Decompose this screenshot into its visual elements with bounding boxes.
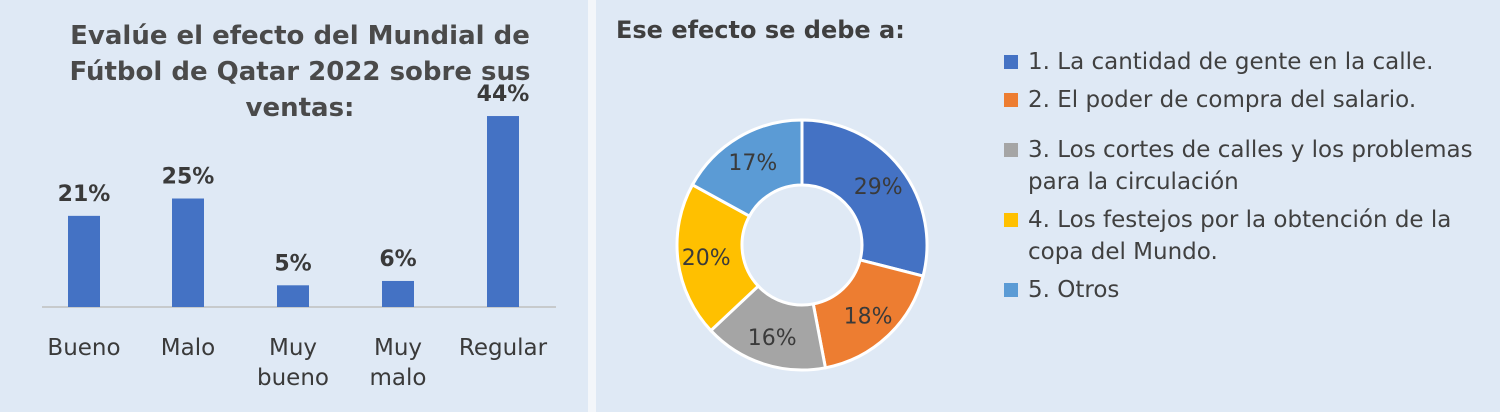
bar-chart-title-line: ventas: — [245, 93, 355, 123]
legend-swatch — [1004, 283, 1018, 297]
legend-label: 2. El poder de compra del salario. — [1028, 87, 1417, 113]
bar — [487, 116, 519, 307]
legend-label: 1. La cantidad de gente en la calle. — [1028, 49, 1434, 75]
legend-swatch — [1004, 213, 1018, 227]
donut-chart-panel: Ese efecto se debe a: 29% 18% 16% 20% 17% 1.… — [596, 0, 1500, 412]
bar-data-label: 44% — [477, 82, 530, 107]
legend-item: 2. El poder de compra del salario. — [1004, 84, 1484, 116]
legend-label: 3. Los cortes de calles y los problemas … — [1028, 137, 1473, 195]
donut-legend: 1. La cantidad de gente en la calle. 2. E… — [1004, 46, 1484, 306]
bar-category-label: Muy — [374, 335, 422, 361]
donut-chart: 29% 18% 16% 20% 17% — [675, 118, 929, 372]
legend-label: 4. Los festejos por la obtención de la c… — [1028, 207, 1452, 265]
bar — [382, 280, 414, 307]
bar-chart: 21% Bueno 25% Malo 5% Muy bueno 6% Muy malo 44% Reg… — [42, 82, 556, 391]
bar-data-label: 5% — [274, 251, 311, 276]
donut-data-label: 29% — [854, 175, 903, 200]
bar-category-label: Bueno — [47, 335, 120, 361]
bar-category-label: Regular — [459, 335, 548, 361]
bar — [68, 215, 100, 307]
bar-category-label: bueno — [257, 365, 329, 391]
bar-category-label: Muy — [269, 335, 317, 361]
donut-data-label: 18% — [844, 304, 893, 329]
donut-chart-title: Ese efecto se debe a: — [616, 16, 905, 44]
bar-chart-title-line: Evalúe el efecto del Mundial de — [70, 21, 530, 51]
bar-data-label: 21% — [58, 182, 111, 207]
legend-swatch — [1004, 55, 1018, 69]
donut-data-label: 20% — [682, 246, 731, 271]
bar-category-label: malo — [370, 365, 427, 391]
legend-swatch — [1004, 93, 1018, 107]
donut-slice — [690, 118, 804, 219]
bar-data-label: 6% — [379, 247, 416, 272]
legend-item: 3. Los cortes de calles y los problemas … — [1004, 134, 1484, 198]
donut-slice — [800, 118, 929, 278]
donut-data-label: 17% — [728, 151, 777, 176]
legend-item: 1. La cantidad de gente en la calle. — [1004, 46, 1484, 78]
legend-swatch — [1004, 143, 1018, 157]
donut-slice — [811, 258, 925, 370]
legend-item: 4. Los festejos por la obtención de la c… — [1004, 204, 1484, 268]
bar-data-label: 25% — [162, 165, 215, 190]
donut-data-label: 16% — [748, 326, 797, 351]
legend-label: 5. Otros — [1028, 277, 1120, 303]
panel-divider — [588, 0, 596, 412]
bar-chart-panel: Evalúe el efecto del Mundial de Fútbol d… — [0, 0, 588, 412]
bar — [277, 285, 309, 307]
bar-chart-title-line: Fútbol de Qatar 2022 sobre sus — [69, 57, 531, 87]
bar-chart-title: Evalúe el efecto del Mundial de Fútbol d… — [40, 18, 560, 126]
legend-item: 5. Otros — [1004, 274, 1484, 306]
donut-slice — [675, 182, 761, 333]
bar-category-label: Malo — [161, 335, 215, 361]
bar — [172, 198, 204, 307]
